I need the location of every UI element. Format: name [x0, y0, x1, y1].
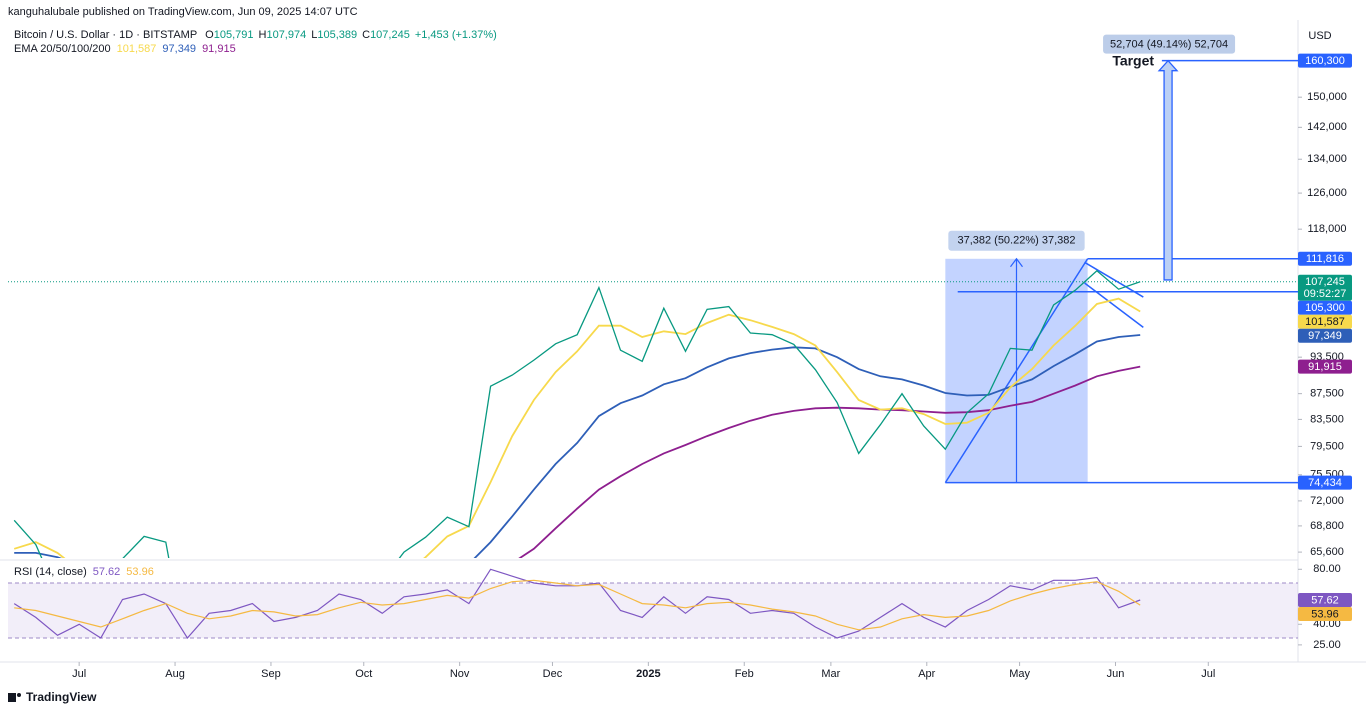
background	[0, 20, 1366, 663]
x-tick-label: Feb	[735, 668, 754, 680]
price-tag	[1298, 328, 1352, 343]
series-line	[14, 334, 1141, 558]
price-tag	[1298, 53, 1352, 68]
y-tick-label: 118,000	[1308, 223, 1347, 235]
countdown: 09:52:27	[1304, 288, 1347, 300]
series-line	[13, 297, 1141, 558]
price-tag	[1298, 359, 1352, 374]
ema-label: EMA 20/50/100/200	[14, 43, 111, 55]
target-text: Target	[1112, 52, 1154, 68]
measure-label-box	[948, 230, 1085, 251]
rsi-tag	[1298, 593, 1352, 608]
price-tag-label: 105,300	[1305, 302, 1345, 314]
series-line	[518, 365, 1141, 558]
ema-value: 97,349	[162, 43, 196, 55]
change: +1,453 (+1.37%)	[415, 29, 497, 41]
y-tick-label: 68,800	[1310, 520, 1344, 532]
series-line	[14, 579, 1141, 631]
price-tag-label: 101,587	[1305, 316, 1345, 328]
rsi-title: RSI (14, close)	[14, 566, 87, 578]
rsi-tag-label: 57.62	[1311, 594, 1339, 606]
x-tick-label: Sep	[261, 668, 281, 680]
y-tick-label: 79,500	[1310, 440, 1344, 452]
price-tag	[1298, 274, 1352, 301]
brand-name: TradingView	[26, 690, 97, 704]
y-tick-label: 150,000	[1307, 91, 1347, 103]
rsi-band	[8, 583, 1298, 639]
price-tag	[1298, 475, 1352, 490]
x-tick-label: May	[1009, 668, 1030, 680]
y-tick-label: 142,000	[1307, 121, 1347, 133]
x-tick-label: Apr	[918, 668, 935, 680]
legend-rsi: RSI (14, close) 57.62 53.96	[14, 566, 154, 578]
trend-line	[944, 258, 1089, 484]
target-label-box	[1103, 34, 1236, 54]
price-pane: 37,382 (50.22%) 37,382 52,704 (49.14%) 52…	[8, 34, 1298, 558]
ohlc-value: 107,974	[266, 29, 306, 41]
ema-value: 101,587	[117, 43, 157, 55]
axes: USD65,60068,80072,00075,50079,50083,5008…	[72, 30, 1347, 680]
x-tick-label: Nov	[450, 668, 470, 680]
y-tick-label: 87,500	[1310, 388, 1344, 400]
rsi-tick-label: 25.00	[1313, 639, 1341, 651]
price-tag-label: 97,349	[1308, 330, 1342, 342]
ohlc-value: 105,389	[317, 29, 357, 41]
x-tick-label: Mar	[821, 668, 840, 680]
channel-line	[1084, 261, 1144, 298]
y-tick-label: 83,500	[1310, 413, 1344, 425]
price-tag	[1298, 251, 1352, 266]
price-tag-label: 160,300	[1305, 55, 1345, 67]
y-tick-label: 134,000	[1307, 153, 1347, 165]
target-arrow	[1157, 59, 1179, 281]
measure-label: 37,382 (50.22%) 37,382	[957, 235, 1075, 247]
ohlc-label: O	[205, 29, 214, 41]
x-tick-label: Oct	[355, 668, 372, 680]
price-tag-label: 107,245	[1305, 276, 1345, 288]
ohlc-label: L	[311, 29, 317, 41]
price-tag-label: 91,915	[1308, 361, 1342, 373]
brand: TradingView	[8, 690, 97, 704]
y-tick-label: 126,000	[1307, 187, 1347, 199]
x-tick-label: Jul	[72, 668, 86, 680]
x-tick-label: 2025	[636, 668, 660, 680]
ohlc-label: H	[259, 29, 267, 41]
legend-series: Bitcoin / U.S. Dollar · 1D · BITSTAMP	[14, 29, 197, 41]
x-tick-label: Jul	[1201, 668, 1215, 680]
measure-arrowhead	[1010, 257, 1023, 268]
y-tick-label: 72,000	[1310, 495, 1344, 507]
ohlc-value: 107,245	[370, 29, 410, 41]
legend-ema: EMA 20/50/100/200 101,587 97,349 91,915	[14, 43, 236, 55]
rsi-value: 53.96	[126, 566, 154, 578]
publisher: kanguhalubale published on TradingView.c…	[8, 6, 358, 18]
legend-symbol: Bitcoin / U.S. Dollar · 1D · BITSTAMP O10…	[14, 29, 497, 41]
rsi-tick-label: 40.00	[1313, 618, 1341, 630]
ohlc-value: 105,791	[214, 29, 254, 41]
rsi-tag-label: 53.96	[1311, 608, 1339, 620]
rsi-tag	[1298, 607, 1352, 622]
series-line	[13, 269, 1141, 558]
rsi-pane	[8, 568, 1298, 640]
price-tag	[1298, 300, 1352, 315]
price-tag	[1298, 314, 1352, 329]
y-tick-label: 65,600	[1310, 546, 1344, 558]
x-tick-label: Aug	[165, 668, 185, 680]
ohlc-label: C	[362, 29, 370, 41]
rsi-value: 57.62	[93, 566, 121, 578]
target-label: 52,704 (49.14%) 52,704	[1110, 39, 1228, 51]
y-axis-label: USD	[1308, 30, 1331, 42]
channel-line	[1084, 282, 1144, 329]
price-tag-label: 111,816	[1306, 253, 1344, 265]
ema-value: 91,915	[202, 43, 236, 55]
x-tick-label: Jun	[1107, 668, 1125, 680]
x-tick-label: Dec	[543, 668, 563, 680]
rsi-tick-label: 80.00	[1313, 563, 1341, 575]
price-tag-label: 74,434	[1308, 477, 1342, 489]
